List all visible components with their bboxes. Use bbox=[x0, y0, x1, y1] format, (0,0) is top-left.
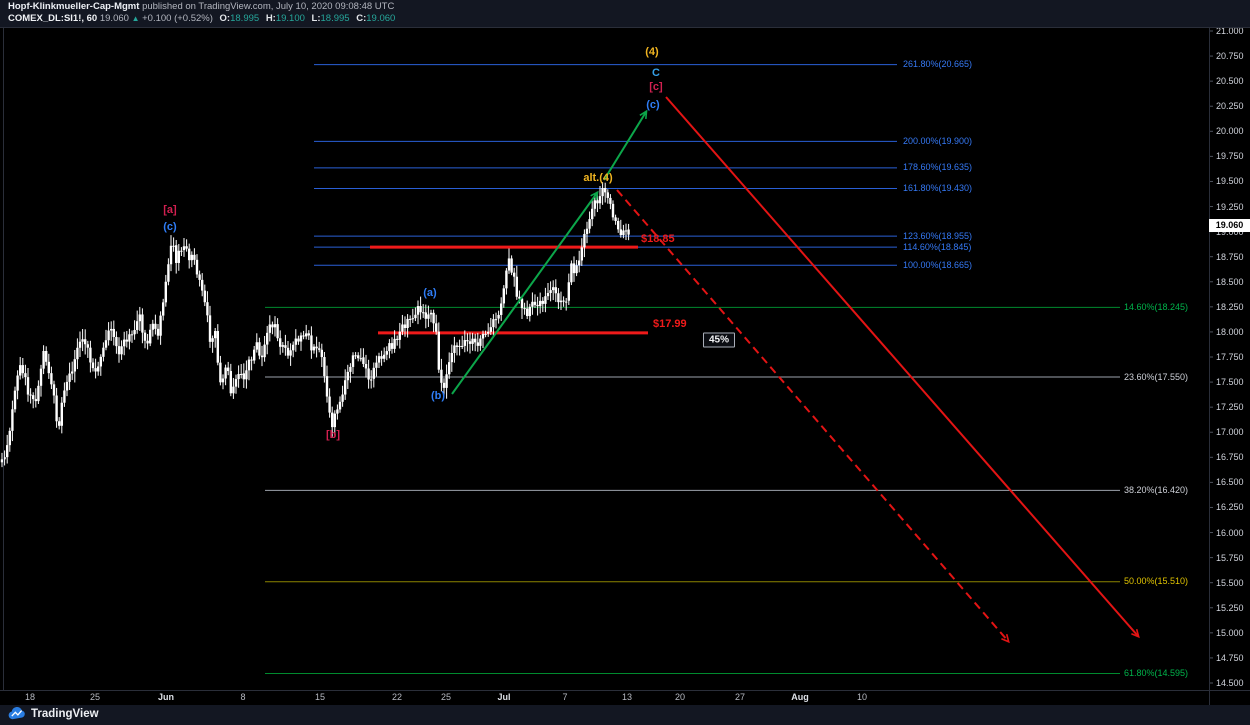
publish-info: published on TradingView.com, July 10, 2… bbox=[142, 1, 395, 12]
price-axis-value: 18.000 bbox=[1216, 326, 1244, 337]
price-axis-value: 17.500 bbox=[1216, 377, 1244, 388]
time-axis-value: 27 bbox=[734, 692, 746, 702]
time-axis-value: Jul bbox=[497, 692, 511, 702]
price-axis-separator bbox=[1209, 27, 1210, 705]
publish-header: Hopf-Klinkmueller-Cap-Mgmt published on … bbox=[0, 0, 1250, 27]
high-label: H: bbox=[265, 13, 276, 24]
open-label: O: bbox=[219, 13, 231, 24]
price-axis-value: 15.000 bbox=[1216, 627, 1244, 638]
time-axis-value: 8 bbox=[240, 692, 246, 702]
chart-frame-top bbox=[0, 27, 1250, 28]
price-axis-value: 14.750 bbox=[1216, 652, 1244, 663]
close-label: C: bbox=[356, 13, 367, 24]
price-axis-value: 20.750 bbox=[1216, 51, 1244, 62]
price-axis-value: 18.250 bbox=[1216, 301, 1244, 312]
tradingview-logo-icon bbox=[8, 707, 25, 720]
price-axis-value: 17.000 bbox=[1216, 427, 1244, 438]
time-axis-value: 20 bbox=[674, 692, 686, 702]
price-axis-value: 15.750 bbox=[1216, 552, 1244, 563]
price-axis-value: 21.000 bbox=[1216, 26, 1244, 36]
price-axis-value: 14.500 bbox=[1216, 678, 1244, 688]
time-axis-value: 15 bbox=[314, 692, 326, 702]
price-axis-value: 16.500 bbox=[1216, 477, 1244, 488]
time-axis-value: 18 bbox=[24, 692, 36, 702]
price-axis-value: 18.750 bbox=[1216, 251, 1244, 262]
publish-line: Hopf-Klinkmueller-Cap-Mgmt published on … bbox=[8, 1, 394, 12]
time-axis-value: 22 bbox=[391, 692, 403, 702]
low-label: L: bbox=[311, 13, 321, 24]
time-axis-value: Aug bbox=[791, 692, 809, 702]
price-axis-value: 19.750 bbox=[1216, 151, 1244, 162]
green-trend-arrow[interactable] bbox=[603, 109, 648, 181]
price-axis-value: 16.750 bbox=[1216, 452, 1244, 463]
current-price-label: 19.060 bbox=[1209, 219, 1250, 233]
time-axis-value: 7 bbox=[562, 692, 568, 702]
low-value: 18.995 bbox=[320, 13, 350, 24]
close-value: 19.060 bbox=[366, 13, 396, 24]
price-axis[interactable]: 21.000 20.750 20.500 20.250 20.000 19.750 19.5… bbox=[1210, 26, 1250, 690]
price-axis-value: 15.500 bbox=[1216, 577, 1244, 588]
chart-frame-bottom bbox=[0, 690, 1250, 691]
projected-red-trend-arrow[interactable] bbox=[616, 189, 1010, 644]
brand-label: TradingView bbox=[31, 707, 99, 720]
time-axis-value: 25 bbox=[440, 692, 452, 702]
price-axis-value: 19.500 bbox=[1216, 176, 1244, 187]
high-value: 19.100 bbox=[275, 13, 305, 24]
price-axis-value: 20.250 bbox=[1216, 101, 1244, 112]
symbol-name[interactable]: COMEX_DL:SI1!, 60 bbox=[8, 13, 98, 24]
price-axis-value: 17.750 bbox=[1216, 352, 1244, 362]
up-triangle-icon: ▲ bbox=[131, 14, 140, 23]
footer-bar: TradingView bbox=[0, 705, 1250, 725]
price-axis-value: 15.250 bbox=[1216, 602, 1244, 613]
tradingview-brand[interactable]: TradingView bbox=[8, 707, 99, 720]
chart-frame-left bbox=[3, 27, 4, 690]
symbol-line: COMEX_DL:SI1!, 60 19.060 ▲ +0.100 (+0.52… bbox=[8, 13, 395, 24]
price-axis-value: 18.500 bbox=[1216, 276, 1244, 287]
price-axis-value: 20.500 bbox=[1216, 76, 1244, 87]
time-axis-value: 25 bbox=[89, 692, 101, 702]
price-axis-value: 16.000 bbox=[1216, 527, 1244, 538]
price-change: +0.100 (+0.52%) bbox=[142, 13, 213, 24]
price-axis-value: 17.250 bbox=[1216, 402, 1244, 413]
time-axis-value: 10 bbox=[856, 692, 868, 702]
publisher-name: Hopf-Klinkmueller-Cap-Mgmt bbox=[8, 1, 140, 12]
open-value: 18.995 bbox=[230, 13, 260, 24]
time-axis[interactable]: 18 25 Jun 8 15 22 25 Jul 7 13 20 27 Aug 10 bbox=[0, 690, 1210, 705]
time-axis-value: 13 bbox=[621, 692, 633, 702]
price-axis-value: 16.250 bbox=[1216, 502, 1244, 513]
price-axis-value: 20.000 bbox=[1216, 126, 1244, 137]
price-axis-value: 19.250 bbox=[1216, 201, 1244, 212]
green-trend-arrow[interactable] bbox=[451, 190, 599, 395]
red-trend-arrow[interactable] bbox=[665, 96, 1140, 639]
last-price-value: 19.060 bbox=[99, 13, 129, 24]
time-axis-value: Jun bbox=[157, 692, 175, 702]
